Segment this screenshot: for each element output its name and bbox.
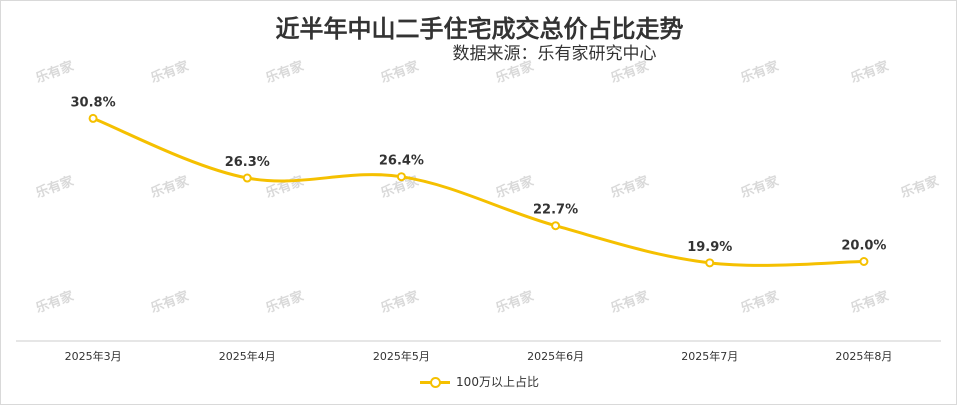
data-labels: 30.8% 26.3% 26.4% 22.7% 19.9% 20.0% — [71, 95, 887, 254]
data-point[interactable] — [88, 113, 98, 123]
watermark-text: 乐有家 — [34, 288, 77, 317]
watermark-text: 乐有家 — [494, 173, 537, 202]
legend[interactable]: 100万以上占比 — [1, 373, 957, 390]
watermark-text: 乐有家 — [609, 173, 652, 202]
watermark-text: 乐有家 — [739, 288, 782, 317]
watermark-text: 乐有家 — [149, 288, 192, 317]
x-tick-label: 2025年3月 — [65, 349, 122, 363]
data-point[interactable] — [551, 221, 561, 231]
watermark-text: 乐有家 — [34, 173, 77, 202]
watermark-text: 乐有家 — [494, 288, 537, 317]
x-tick-label: 2025年5月 — [373, 349, 430, 363]
x-tick-label: 2025年8月 — [835, 349, 892, 363]
watermark-text: 乐有家 — [264, 173, 307, 202]
watermark-layer: 乐有家 乐有家 乐有家 乐有家 乐有家 乐有家 乐有家 乐有家乐有家 乐有家 乐有家 乐有家 乐有家乐… — [34, 58, 942, 317]
legend-label: 100万以上占比 — [456, 375, 539, 389]
x-tick-label: 2025年6月 — [527, 349, 584, 363]
watermark-text: 乐有家 — [609, 288, 652, 317]
data-label: 26.4% — [379, 154, 424, 169]
watermark-text: 乐有家 — [739, 173, 782, 202]
x-axis-tick-labels: 2025年3月 2025年4月 2025年5月 2025年6月 2025年7月 2025年… — [65, 349, 893, 363]
data-point[interactable] — [242, 173, 252, 183]
legend-swatch — [420, 375, 451, 389]
watermark-text: 乐有家 — [379, 288, 422, 317]
data-label: 19.9% — [687, 240, 732, 255]
data-point[interactable] — [859, 257, 869, 266]
data-point[interactable] — [705, 258, 715, 268]
data-point[interactable] — [396, 172, 406, 182]
data-label: 30.8% — [71, 95, 116, 110]
chart-title: 近半年中山二手住宅成交总价占比走势 — [275, 15, 684, 43]
x-tick-label: 2025年4月 — [219, 349, 276, 363]
watermark-text: 乐有家 — [899, 173, 942, 202]
chart-source: 数据来源：乐有家研究中心 — [452, 44, 657, 64]
watermark-text: 乐有家 — [264, 288, 307, 317]
x-tick-label: 2025年7月 — [681, 349, 738, 363]
watermark-text: 乐有家 — [849, 288, 892, 317]
series-points — [88, 113, 869, 268]
series-line-100w — [92, 117, 864, 267]
watermark-text: 乐有家 — [149, 173, 192, 202]
data-label: 20.0% — [841, 239, 886, 254]
data-label: 22.7% — [533, 203, 578, 218]
data-label: 26.3% — [225, 155, 270, 170]
